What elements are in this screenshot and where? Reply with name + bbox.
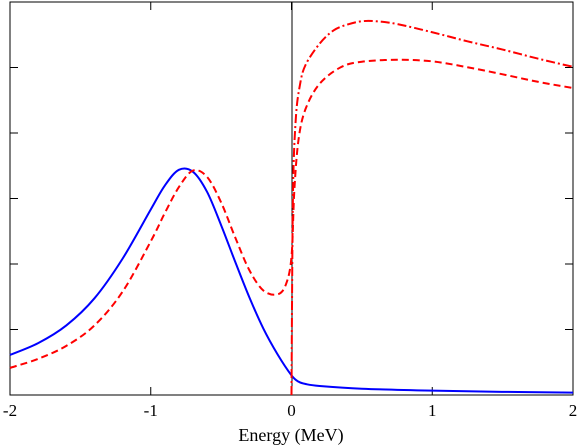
x-axis-label: Energy (MeV) [238,425,343,446]
dashed-red-series-line [9,58,574,369]
solid-blue-series-line [9,167,574,394]
x-tick-label: -1 [144,401,158,420]
x-tick-label: -2 [3,401,17,420]
series-layer [9,19,574,396]
x-tick-label: 2 [569,401,578,420]
dashdot-red-series-line [290,19,574,396]
x-tick-label: 0 [287,401,296,420]
x-tick-label: 1 [428,401,437,420]
tick-marks [9,1,574,396]
x-tick-labels: -2 -1 0 1 2 [3,401,577,420]
